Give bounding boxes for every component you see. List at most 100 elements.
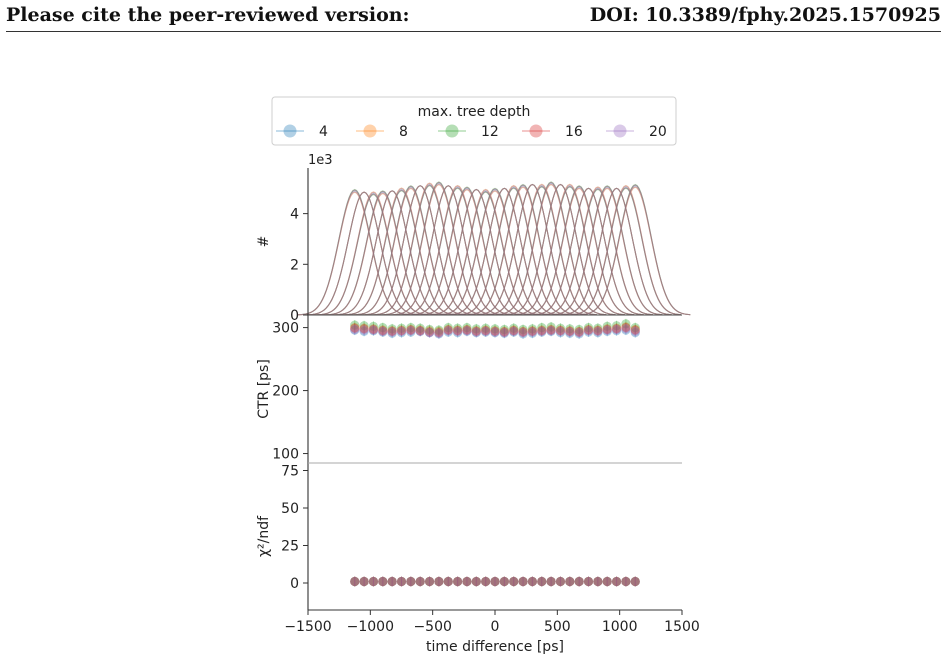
point-p2-20-26 bbox=[593, 326, 603, 336]
point-p3-4-13 bbox=[471, 576, 481, 587]
legend-label-20: 20 bbox=[649, 124, 667, 140]
point-p3-16-25 bbox=[583, 576, 594, 587]
peak-curve-20-18 bbox=[466, 184, 579, 316]
point-p2-8-12 bbox=[462, 324, 472, 335]
point-p3-16-14 bbox=[481, 576, 491, 587]
peak-curve-20-1 bbox=[307, 191, 420, 316]
point-p3-12-6 bbox=[406, 576, 416, 587]
point-p2-16-19 bbox=[527, 326, 538, 336]
point-p2-20-17 bbox=[509, 326, 519, 336]
legend-label-16: 16 bbox=[565, 124, 583, 140]
point-p2-8-21 bbox=[546, 324, 556, 335]
point-p2-12-27 bbox=[602, 321, 612, 331]
point-p2-20-1 bbox=[359, 325, 369, 335]
point-p3-20-17 bbox=[509, 576, 519, 587]
point-p3-8-22 bbox=[555, 576, 566, 587]
point-p3-4-7 bbox=[415, 576, 425, 587]
point-p3-8-19 bbox=[527, 576, 538, 587]
point-p3-4-12 bbox=[462, 576, 472, 587]
point-p3-12-11 bbox=[453, 576, 463, 587]
point-p3-4-23 bbox=[565, 576, 575, 587]
point-p2-12-8 bbox=[424, 324, 435, 335]
point-p3-20-8 bbox=[424, 576, 435, 587]
point-p2-12-29 bbox=[621, 319, 631, 329]
peak-curve-20-11 bbox=[400, 187, 513, 316]
point-p2-16-24 bbox=[574, 327, 584, 337]
point-p3-4-2 bbox=[368, 576, 379, 587]
peak-curve-8-0 bbox=[297, 191, 410, 316]
point-p2-16-18 bbox=[518, 327, 528, 337]
ytick-label-p2-2: 300 bbox=[272, 321, 299, 337]
point-p3-16-13 bbox=[471, 576, 481, 587]
point-p3-16-22 bbox=[555, 576, 566, 587]
point-p3-20-7 bbox=[415, 576, 425, 587]
point-p3-16-24 bbox=[574, 576, 584, 587]
point-p2-8-2 bbox=[368, 324, 379, 334]
peak-curve-20-29 bbox=[568, 187, 682, 316]
point-p2-8-20 bbox=[537, 325, 547, 335]
point-p2-20-3 bbox=[378, 326, 388, 336]
peak-curve-20-25 bbox=[531, 187, 644, 316]
point-p2-16-16 bbox=[499, 327, 509, 337]
point-p3-20-28 bbox=[611, 576, 622, 587]
point-p2-12-20 bbox=[537, 322, 547, 333]
point-p3-8-13 bbox=[471, 576, 481, 587]
peak-curve-16-0 bbox=[297, 191, 410, 316]
point-p2-8-9 bbox=[434, 326, 444, 336]
point-p3-12-26 bbox=[593, 576, 603, 587]
point-p3-8-30 bbox=[630, 576, 640, 587]
point-p3-8-8 bbox=[424, 576, 435, 587]
citation-notice: Please cite the peer-reviewed version: bbox=[6, 4, 410, 26]
point-p3-12-17 bbox=[509, 576, 519, 587]
point-p3-8-28 bbox=[611, 576, 622, 587]
point-p3-20-3 bbox=[378, 576, 388, 587]
point-p2-4-7 bbox=[415, 326, 425, 336]
point-p3-4-9 bbox=[434, 576, 444, 587]
point-p2-16-9 bbox=[434, 328, 444, 338]
point-p2-16-7 bbox=[415, 326, 425, 336]
ylabel-p1: # bbox=[256, 236, 272, 248]
point-p2-8-7 bbox=[415, 325, 425, 335]
legend-marker-4 bbox=[283, 124, 297, 138]
point-p2-12-4 bbox=[387, 324, 397, 334]
point-p3-4-21 bbox=[546, 576, 556, 587]
point-p2-12-5 bbox=[396, 323, 407, 333]
point-p2-16-12 bbox=[462, 325, 472, 335]
point-p2-12-0 bbox=[350, 320, 360, 330]
ytick-label-p3-1: 25 bbox=[281, 539, 299, 555]
point-p3-16-12 bbox=[462, 576, 472, 587]
point-p3-16-3 bbox=[378, 576, 388, 587]
peak-curve-20-5 bbox=[344, 189, 457, 316]
point-p3-4-8 bbox=[424, 576, 435, 587]
peak-curve-20-0 bbox=[297, 189, 410, 316]
point-p2-16-4 bbox=[387, 326, 397, 336]
point-p3-12-20 bbox=[537, 576, 547, 587]
xtick-label-4: 500 bbox=[544, 619, 571, 635]
point-p2-20-29 bbox=[621, 324, 631, 334]
peak-curve-20-3 bbox=[325, 190, 438, 316]
point-p2-8-22 bbox=[555, 325, 566, 335]
point-p3-16-10 bbox=[443, 576, 453, 587]
peak-curve-20-28 bbox=[559, 187, 672, 316]
peak-curve-20-14 bbox=[428, 190, 541, 316]
point-p3-16-29 bbox=[621, 576, 631, 587]
point-p2-20-23 bbox=[565, 327, 575, 337]
xlabel: time difference [ps] bbox=[426, 639, 564, 655]
point-p2-16-17 bbox=[509, 326, 519, 336]
point-p3-8-3 bbox=[378, 576, 388, 587]
point-p2-4-3 bbox=[378, 327, 388, 337]
point-p2-12-1 bbox=[359, 321, 369, 331]
point-p3-20-27 bbox=[602, 576, 612, 587]
point-p2-12-6 bbox=[406, 322, 416, 333]
point-p2-16-28 bbox=[611, 324, 622, 334]
peak-curve-20-10 bbox=[391, 185, 504, 316]
point-p3-8-6 bbox=[406, 576, 416, 587]
peak-curve-20-27 bbox=[550, 185, 663, 316]
point-p3-12-18 bbox=[518, 576, 528, 587]
ytick-label-p2-1: 200 bbox=[272, 384, 299, 400]
point-p3-12-27 bbox=[602, 576, 612, 587]
point-p2-8-25 bbox=[583, 324, 594, 335]
point-p2-20-24 bbox=[574, 328, 584, 338]
xtick-label-1: −1000 bbox=[347, 619, 394, 635]
point-p2-8-14 bbox=[481, 325, 491, 335]
